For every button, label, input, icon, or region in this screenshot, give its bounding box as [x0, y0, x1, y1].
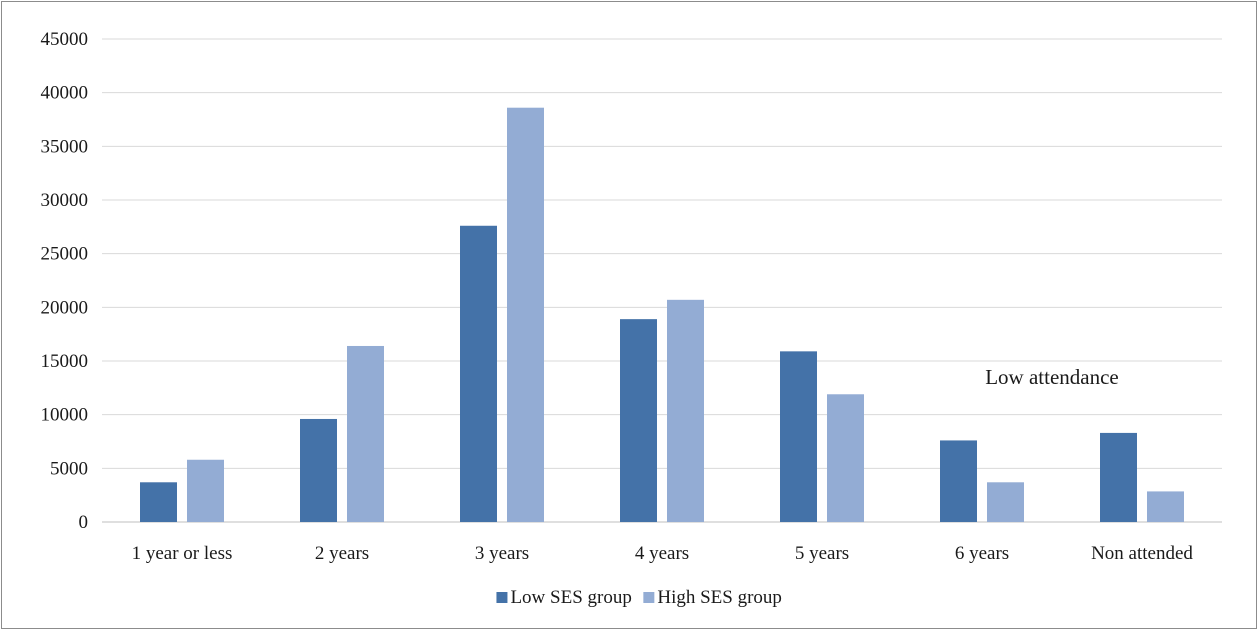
bar-low-ses-0 — [140, 482, 177, 522]
legend-swatch-low-ses — [496, 592, 508, 603]
x-tick-label: 1 year or less — [132, 543, 233, 564]
gridlines — [102, 38, 1222, 523]
y-tick-label: 40000 — [41, 83, 89, 104]
bar-low-ses-4 — [780, 351, 817, 522]
bar-low-ses-1 — [300, 418, 337, 522]
bar-high-ses-3 — [667, 299, 704, 522]
y-tick-label: 25000 — [41, 244, 89, 265]
bar-high-ses-4 — [827, 394, 864, 522]
legend-swatch-high-ses — [643, 592, 655, 603]
y-tick-label: 0 — [79, 512, 89, 533]
annotations: Low attendance — [985, 365, 1119, 389]
bar-high-ses-5 — [987, 482, 1024, 522]
y-tick-label: 10000 — [41, 405, 89, 426]
x-tick-label: 6 years — [955, 543, 1009, 564]
y-tick-label: 5000 — [50, 458, 88, 479]
bar-high-ses-6 — [1147, 491, 1184, 522]
legend-label-low-ses: Low SES group — [510, 587, 631, 608]
bar-low-ses-5 — [940, 440, 977, 522]
bar-low-ses-6 — [1100, 432, 1137, 522]
bar-low-ses-2 — [460, 225, 497, 522]
y-tick-label: 35000 — [41, 136, 89, 157]
x-tick-label: 2 years — [315, 543, 369, 564]
bar-high-ses-2 — [507, 107, 544, 523]
legend-label-high-ses: High SES group — [657, 587, 782, 608]
y-tick-label: 30000 — [41, 190, 89, 211]
bar-low-ses-3 — [620, 319, 657, 522]
x-axis-tick-labels: 1 year or less 2 years 3 years 4 years 5 yea… — [132, 543, 1194, 564]
annotation-label: Low attendance — [985, 365, 1119, 389]
y-tick-label: 45000 — [41, 29, 89, 50]
y-axis-tick-labels: 0 5000 10000 15000 20000 25000 30000 35000 40000… — [41, 29, 89, 533]
y-tick-label: 15000 — [41, 351, 89, 372]
legend: Low SES group High SES group — [496, 587, 782, 608]
x-tick-label: Non attended — [1091, 543, 1193, 564]
x-tick-label: 3 years — [475, 543, 529, 564]
bar-high-ses-1 — [347, 345, 384, 522]
x-tick-label: 4 years — [635, 543, 689, 564]
bars — [140, 107, 1184, 523]
y-tick-label: 20000 — [41, 297, 89, 318]
bar-high-ses-0 — [187, 459, 224, 522]
x-tick-label: 5 years — [795, 543, 849, 564]
